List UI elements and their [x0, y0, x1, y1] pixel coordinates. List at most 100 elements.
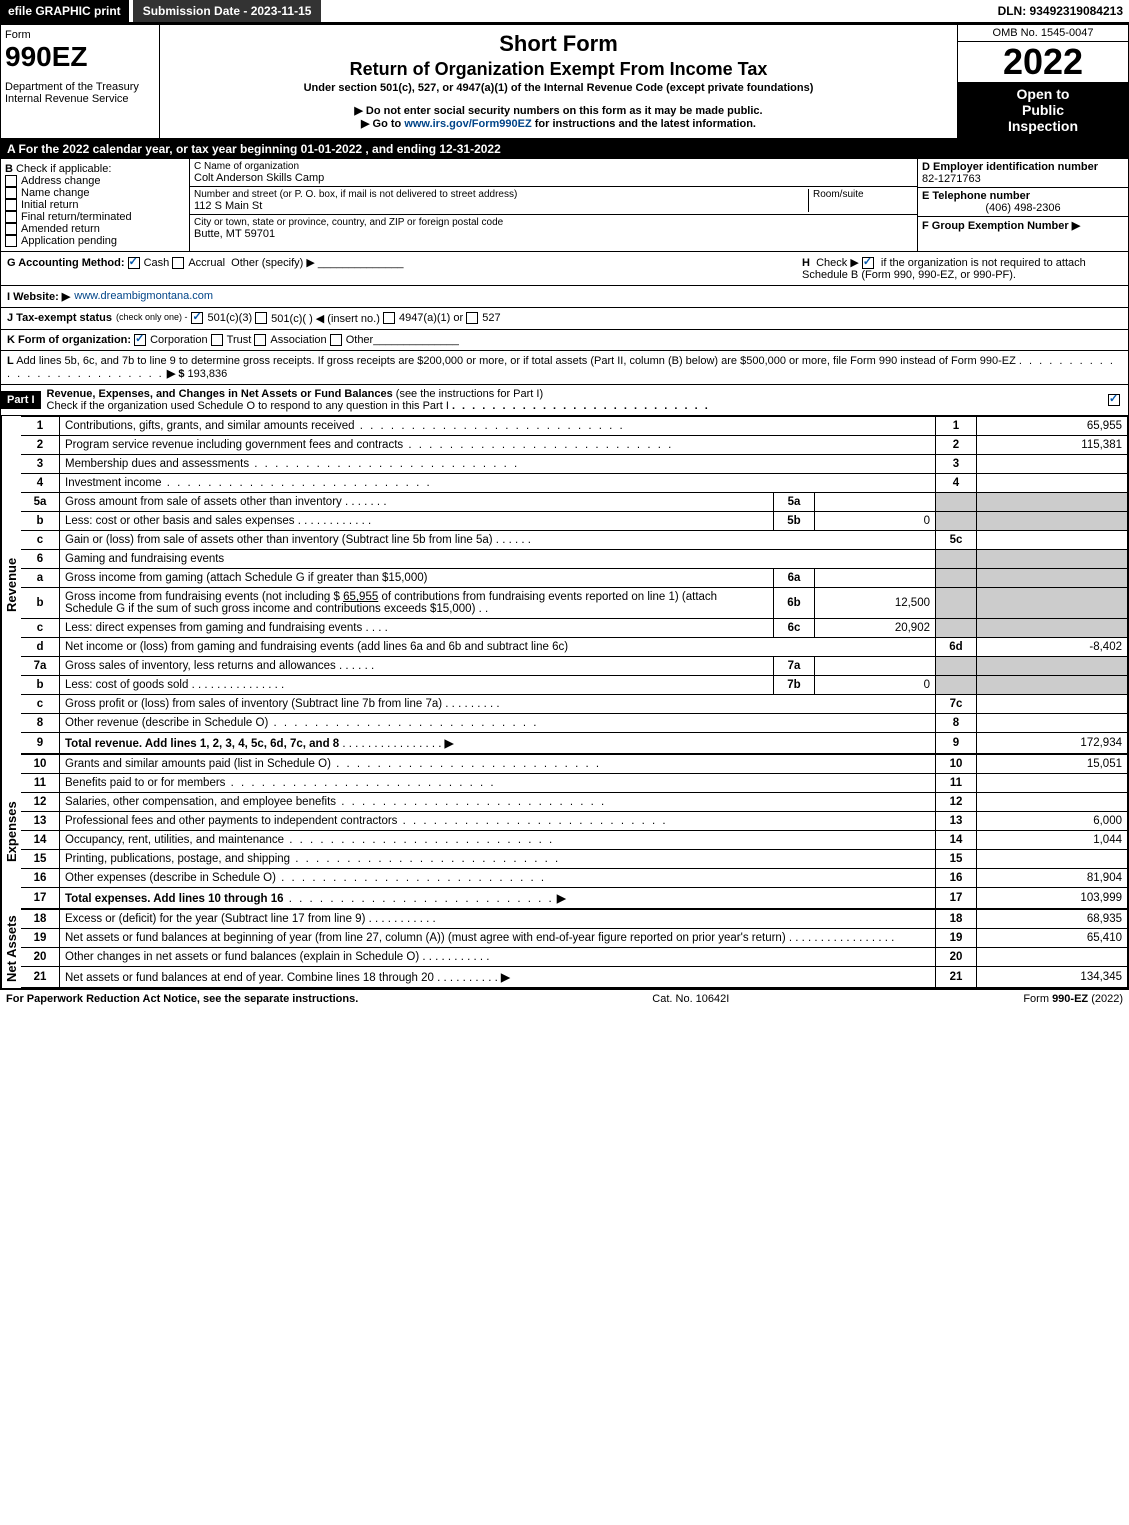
527-checkbox[interactable] — [466, 312, 478, 324]
tax-year: 2022 — [958, 42, 1128, 82]
revenue-section: Revenue 1 Contributions, gifts, grants, … — [0, 416, 1129, 754]
website-link[interactable]: www.dreambigmontana.com — [74, 290, 213, 303]
dln-label: DLN: 93492319084213 — [992, 0, 1129, 22]
phone-label: E Telephone number — [922, 190, 1030, 202]
corporation-checkbox[interactable] — [134, 334, 146, 346]
netassets-vert-label: Net Assets — [1, 909, 21, 988]
h-checkbox[interactable] — [862, 257, 874, 269]
line-5b: b Less: cost or other basis and sales ex… — [21, 512, 1128, 531]
section-j: J Tax-exempt status (check only one) - 5… — [0, 308, 1129, 330]
name-change-checkbox[interactable] — [5, 187, 17, 199]
501c-checkbox[interactable] — [255, 312, 267, 324]
tax-exempt-label: J Tax-exempt status — [7, 312, 112, 325]
initial-return-checkbox[interactable] — [5, 199, 17, 211]
efile-print-label[interactable]: efile GRAPHIC print — [0, 0, 129, 22]
part1-title: Revenue, Expenses, and Changes in Net As… — [41, 385, 1108, 415]
amended-label: Amended return — [21, 223, 100, 235]
warning-text: ▶ Do not enter social security numbers o… — [168, 104, 949, 117]
form-version: Form 990-EZ (2022) — [1023, 993, 1123, 1005]
address-change-label: Address change — [21, 175, 101, 187]
line-16: 16 Other expenses (describe in Schedule … — [21, 869, 1128, 888]
line-14: 14 Occupancy, rent, utilities, and maint… — [21, 831, 1128, 850]
form-number: 990EZ — [5, 41, 155, 73]
line-18: 18 Excess or (deficit) for the year (Sub… — [21, 910, 1128, 929]
trust-checkbox[interactable] — [211, 334, 223, 346]
section-a: A For the 2022 calendar year, or tax yea… — [0, 139, 1129, 159]
section-d: D Employer identification number 82-1271… — [917, 159, 1128, 252]
netassets-section: Net Assets 18 Excess or (deficit) for th… — [0, 909, 1129, 989]
4947-checkbox[interactable] — [383, 312, 395, 324]
form-of-org-label: K Form of organization: — [7, 334, 131, 346]
amended-checkbox[interactable] — [5, 223, 17, 235]
final-return-checkbox[interactable] — [5, 211, 17, 223]
527-label: 527 — [482, 312, 500, 325]
501c3-label: 501(c)(3) — [207, 312, 252, 325]
section-i: I Website: ▶ www.dreambigmontana.com — [0, 286, 1129, 308]
part1-header: Part I Revenue, Expenses, and Changes in… — [0, 385, 1129, 416]
l-label: L — [7, 355, 14, 367]
accrual-label: Accrual — [188, 257, 225, 269]
netassets-table: 18 Excess or (deficit) for the year (Sub… — [21, 909, 1128, 988]
other-org-checkbox[interactable] — [330, 334, 342, 346]
line-17: 17 Total expenses. Add lines 10 through … — [21, 888, 1128, 909]
top-bar: efile GRAPHIC print Submission Date - 20… — [0, 0, 1129, 24]
application-pending-label: Application pending — [21, 235, 117, 247]
room-suite-label: Room/suite — [808, 189, 913, 212]
line-6: 6 Gaming and fundraising events — [21, 550, 1128, 569]
other-method-label: Other (specify) ▶ — [231, 257, 315, 269]
4947-label: 4947(a)(1) or — [399, 312, 463, 325]
address-change-checkbox[interactable] — [5, 175, 17, 187]
line-11: 11 Benefits paid to or for members 11 — [21, 774, 1128, 793]
group-exemption-label: F Group Exemption Number ▶ — [922, 220, 1080, 232]
section-l: L Add lines 5b, 6c, and 7b to line 9 to … — [0, 351, 1129, 385]
line-6a: a Gross income from gaming (attach Sched… — [21, 569, 1128, 588]
h-label: H — [802, 257, 810, 269]
line-7b: b Less: cost of goods sold . . . . . . .… — [21, 676, 1128, 695]
check-only-one: (check only one) - — [116, 312, 188, 325]
line-5c: c Gain or (loss) from sale of assets oth… — [21, 531, 1128, 550]
b-label: B — [5, 163, 13, 175]
other-org-label: Other — [346, 334, 374, 346]
line-4: 4 Investment income 4 — [21, 474, 1128, 493]
expenses-section: Expenses 10 Grants and similar amounts p… — [0, 754, 1129, 909]
section-b: B Check if applicable: Address change Na… — [1, 159, 190, 252]
501c3-checkbox[interactable] — [191, 312, 203, 324]
line-8: 8 Other revenue (describe in Schedule O)… — [21, 714, 1128, 733]
association-label: Association — [270, 334, 326, 346]
expenses-vert-label: Expenses — [1, 754, 21, 909]
line-12: 12 Salaries, other compensation, and emp… — [21, 793, 1128, 812]
line-19: 19 Net assets or fund balances at beginn… — [21, 929, 1128, 948]
application-pending-checkbox[interactable] — [5, 235, 17, 247]
line-10: 10 Grants and similar amounts paid (list… — [21, 755, 1128, 774]
city-state-zip: Butte, MT 59701 — [194, 228, 913, 240]
accounting-method-label: G Accounting Method: — [7, 257, 125, 269]
final-return-label: Final return/terminated — [21, 211, 132, 223]
l-text: Add lines 5b, 6c, and 7b to line 9 to de… — [16, 355, 1016, 367]
line-15: 15 Printing, publications, postage, and … — [21, 850, 1128, 869]
trust-label: Trust — [227, 334, 252, 346]
501c-label: 501(c)( ) ◀ (insert no.) — [271, 312, 380, 325]
line-3: 3 Membership dues and assessments 3 — [21, 455, 1128, 474]
cash-checkbox[interactable] — [128, 257, 140, 269]
header-right: OMB No. 1545-0047 2022 Open to Public In… — [957, 25, 1128, 138]
open-inspection: Open to Public Inspection — [958, 82, 1128, 138]
line-1: 1 Contributions, gifts, grants, and simi… — [21, 417, 1128, 436]
association-checkbox[interactable] — [254, 334, 266, 346]
street-label: Number and street (or P. O. box, if mail… — [194, 189, 808, 200]
accrual-checkbox[interactable] — [172, 257, 184, 269]
open-line1: Open to — [962, 86, 1124, 102]
header-left: Form 990EZ Department of the Treasury In… — [1, 25, 160, 138]
irs-link[interactable]: www.irs.gov/Form990EZ — [404, 118, 531, 130]
line-13: 13 Professional fees and other payments … — [21, 812, 1128, 831]
phone-value: (406) 498-2306 — [922, 202, 1124, 214]
revenue-table: 1 Contributions, gifts, grants, and simi… — [21, 416, 1128, 754]
part1-schedule-o-checkbox[interactable] — [1108, 394, 1120, 406]
org-name: Colt Anderson Skills Camp — [194, 172, 913, 184]
irs-label: Internal Revenue Service — [5, 93, 155, 105]
l-arrow: ▶ $ — [167, 368, 185, 380]
ein-value: 82-1271763 — [922, 173, 981, 185]
line-6c: c Less: direct expenses from gaming and … — [21, 619, 1128, 638]
form-header: Form 990EZ Department of the Treasury In… — [0, 24, 1129, 139]
h-check-text: Check ▶ — [816, 257, 859, 269]
gross-receipts-value: 193,836 — [188, 368, 228, 380]
